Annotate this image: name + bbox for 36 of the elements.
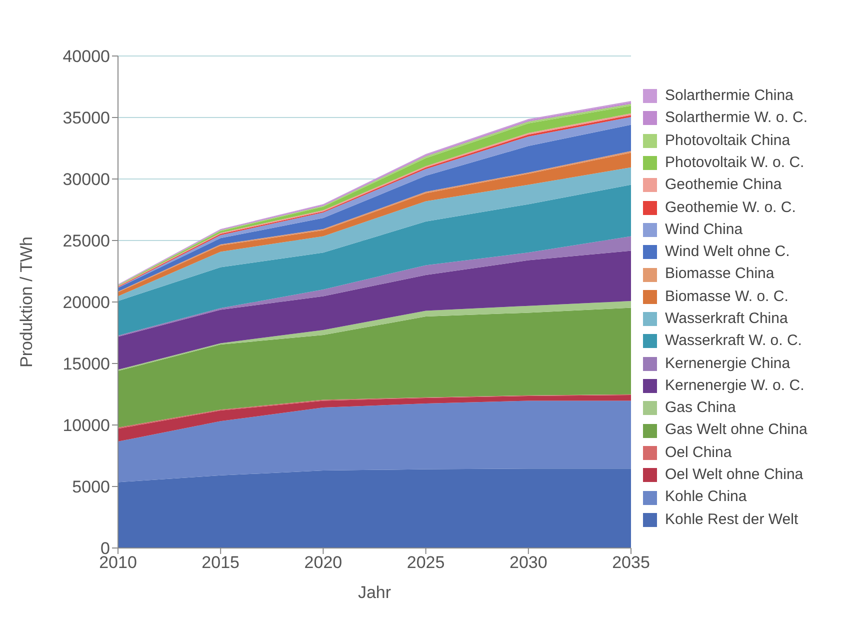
y-tick-label: 5000 bbox=[72, 478, 110, 497]
legend-label: Oel China bbox=[665, 442, 732, 463]
legend-label: Photovoltaik China bbox=[665, 130, 790, 151]
legend-label: Kohle China bbox=[665, 487, 747, 508]
x-tick-label: 2025 bbox=[406, 553, 445, 572]
legend-label: Wind China bbox=[665, 220, 743, 240]
y-tick-label: 15000 bbox=[62, 354, 110, 374]
y-tick-label: 25000 bbox=[62, 232, 110, 251]
legend-label: Photovoltaik W. o. C. bbox=[665, 152, 804, 173]
legend-label: Gas Welt ohne China bbox=[665, 420, 808, 440]
legend-label: Wind Welt ohne C. bbox=[665, 242, 790, 262]
x-tick-label: 2010 bbox=[99, 553, 137, 572]
legend-label: Solarthermie China bbox=[665, 86, 794, 106]
legend-label: Kernenergie China bbox=[665, 354, 790, 374]
y-tick-label: 35000 bbox=[62, 108, 110, 128]
x-tick-label: 2020 bbox=[304, 553, 342, 572]
x-tick-label: 2030 bbox=[509, 553, 548, 572]
y-tick-label: 40000 bbox=[62, 47, 110, 66]
legend-label: Wasserkraft W. o. C. bbox=[665, 331, 802, 352]
x-tick-label: 2015 bbox=[202, 553, 240, 572]
legend-label: Kohle Rest der Welt bbox=[665, 510, 798, 530]
legend-label: Geothemie W. o. C. bbox=[665, 198, 796, 218]
y-axis-title: Produktion / TWh bbox=[17, 236, 36, 368]
legend-label: Geothemie China bbox=[665, 175, 782, 196]
legend-label: Kernenergie W. o. C. bbox=[665, 376, 804, 396]
legend-label: Biomasse W. o. C. bbox=[665, 286, 788, 307]
legend-label: Wasserkraft China bbox=[665, 309, 788, 329]
x-tick-label: 2035 bbox=[612, 553, 650, 572]
legend-label: Oel Welt ohne China bbox=[665, 465, 804, 486]
legend-label: Gas China bbox=[665, 398, 736, 418]
y-tick-label: 10000 bbox=[62, 416, 110, 436]
y-tick-label: 20000 bbox=[62, 293, 110, 312]
x-axis-title: Jahr bbox=[358, 583, 392, 602]
legend-label: Solarthermie W. o. C. bbox=[665, 108, 808, 128]
legend-label: Biomasse China bbox=[665, 264, 774, 284]
y-tick-label: 30000 bbox=[62, 170, 110, 190]
